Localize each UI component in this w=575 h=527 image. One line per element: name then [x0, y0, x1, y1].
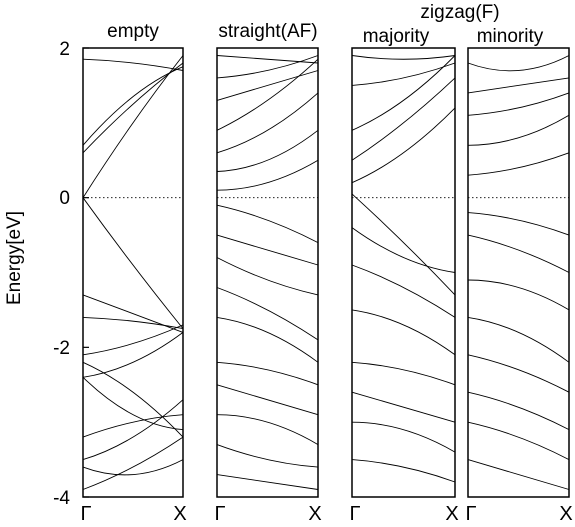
band-line [216, 55, 319, 79]
band-line [467, 234, 570, 273]
band-line [351, 391, 456, 423]
band-line [82, 62, 184, 154]
band-line [216, 257, 319, 296]
y-tick-label: -2 [53, 338, 70, 359]
band-line [82, 399, 184, 461]
y-tick-label: -4 [53, 488, 70, 509]
band-line [216, 204, 319, 243]
band-line [216, 287, 319, 341]
x-tick-label: X [445, 503, 458, 525]
band-line [82, 58, 184, 71]
band-line [467, 114, 570, 146]
band-line [216, 55, 319, 64]
panel-frame [467, 47, 570, 498]
band-line [216, 159, 319, 191]
band-line [351, 193, 456, 296]
band-line [216, 129, 319, 172]
x-tick-label: X [559, 503, 572, 525]
band-line [82, 436, 184, 490]
band-line [467, 391, 570, 430]
band-line [467, 354, 570, 393]
panel-frame [351, 47, 456, 498]
band-line [82, 376, 184, 431]
band-line [351, 421, 456, 453]
band-line [467, 55, 570, 72]
band-line [216, 70, 319, 101]
panel-title-minority: minority [477, 26, 544, 47]
band-line [351, 55, 456, 131]
panel-title-empty: empty [107, 21, 159, 42]
group-title: zigzag(F) [420, 2, 499, 23]
band-line [467, 279, 570, 311]
band-line [351, 107, 456, 184]
band-line [82, 361, 184, 438]
band-line [351, 77, 456, 161]
band-line [216, 58, 319, 131]
band-line [82, 66, 184, 146]
band-line [467, 152, 570, 176]
band-line [351, 361, 456, 386]
band-line [216, 414, 319, 445]
band-line [216, 361, 319, 386]
panel-title-majority: majority [363, 26, 430, 47]
panel-frame [82, 47, 184, 498]
band-line [216, 444, 319, 468]
band-line [351, 459, 456, 483]
band-line [82, 294, 184, 333]
band-line [467, 92, 570, 116]
band-line [82, 332, 184, 378]
x-tick-label: Γ [80, 503, 91, 525]
y-tick-label: 0 [59, 188, 70, 209]
band-line [351, 62, 456, 86]
band-line [216, 474, 319, 490]
band-line [467, 212, 570, 236]
band-line [467, 316, 570, 363]
x-tick-label: Γ [349, 503, 360, 525]
band-line [351, 264, 456, 318]
band-line [82, 55, 184, 198]
band-line [82, 324, 184, 356]
band-line [467, 421, 570, 460]
band-line [216, 384, 319, 416]
band-line [216, 234, 319, 266]
band-line [82, 459, 184, 476]
y-tick-label: 2 [59, 39, 70, 60]
band-line [82, 414, 184, 438]
band-line [351, 55, 456, 60]
band-line [82, 316, 184, 330]
band-line [351, 227, 456, 273]
band-line [216, 92, 319, 154]
x-tick-label: X [308, 503, 321, 525]
band-line [216, 316, 319, 363]
x-tick-label: Γ [214, 503, 225, 525]
band-line [467, 459, 570, 490]
y-axis-label: Energy[eV] [4, 211, 25, 305]
band-line [351, 309, 456, 356]
panel-title-straight: straight(AF) [218, 21, 317, 42]
x-tick-label: X [173, 503, 186, 525]
panel-frame [216, 47, 319, 498]
band-line [82, 197, 184, 329]
x-tick-label: Γ [465, 503, 476, 525]
band-line [467, 77, 570, 94]
